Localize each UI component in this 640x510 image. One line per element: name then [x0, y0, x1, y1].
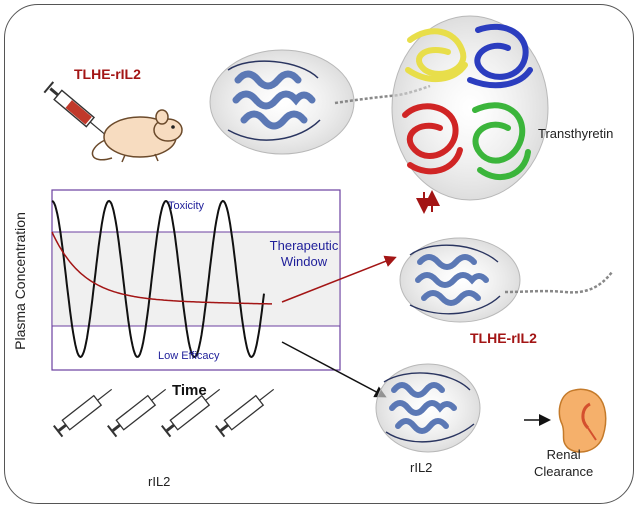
tlhe-ril2-label-top: TLHE-rIL2 [74, 66, 141, 82]
kidney-icon [558, 388, 607, 453]
syringe-icon [43, 81, 106, 136]
mouse-icon [91, 109, 183, 163]
toxicity-label: Toxicity [168, 200, 205, 212]
arrow-to-tlhe [281, 255, 397, 303]
therapeutic-window-label: Therapeutic Window [269, 238, 339, 269]
equilibrium-arrows [416, 190, 440, 214]
arrow-to-ril2 [281, 341, 387, 398]
ril2-protein-label: rIL2 [410, 460, 433, 475]
tlhe-ril2-label-mid: TLHE-rIL2 [470, 330, 537, 346]
transthyretin-protein [391, 15, 549, 201]
tlhe-ril2-protein-top [209, 49, 431, 155]
syringe-icon [161, 388, 221, 438]
tlhe-ril2-protein-mid [399, 237, 613, 323]
syringe-icon [53, 388, 113, 438]
transthyretin-label: Transthyretin [538, 126, 614, 141]
low-efficacy-label: Low Efficacy [158, 350, 220, 362]
syringe-icon [107, 388, 167, 438]
concentration-graph [51, 189, 341, 371]
syringe-icon [215, 388, 275, 438]
ril2-protein [375, 363, 481, 453]
x-axis-label: Time [172, 382, 207, 399]
y-axis-label: Plasma Concentration [12, 212, 28, 350]
ril2-syringes-label: rIL2 [148, 474, 171, 489]
renal-clearance-label: Renal Clearance [534, 447, 594, 479]
